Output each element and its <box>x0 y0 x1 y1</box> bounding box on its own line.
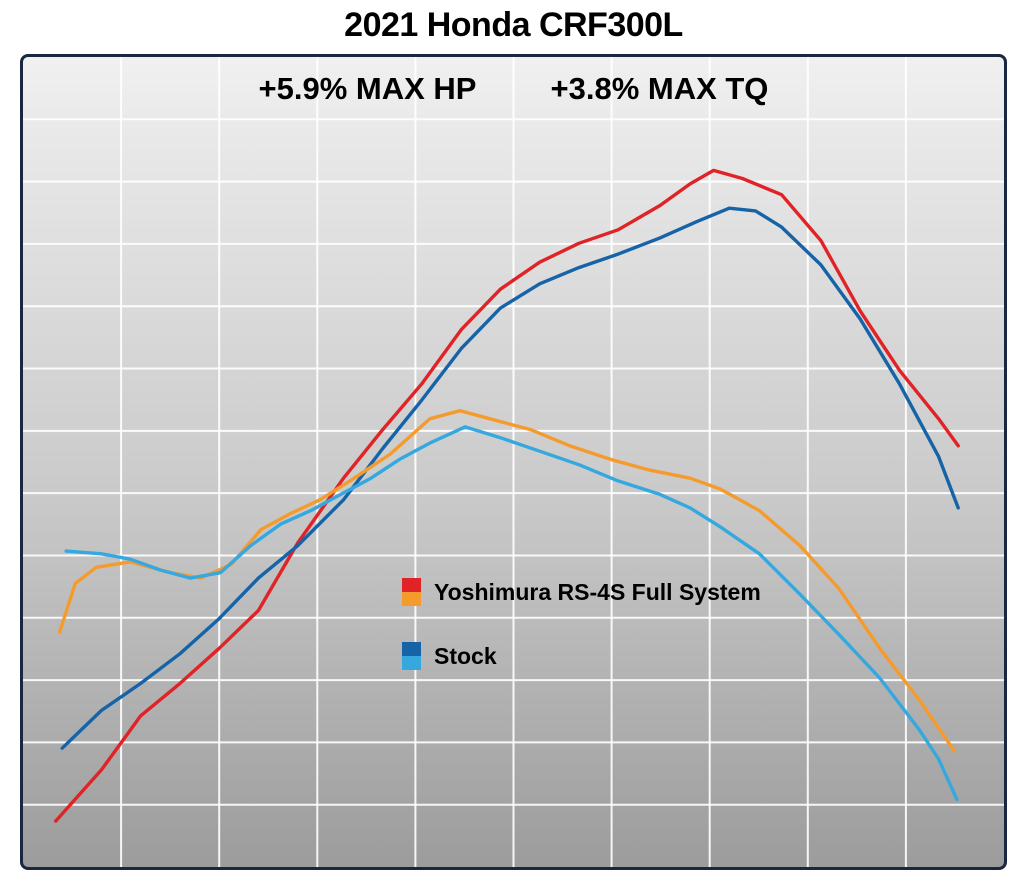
series-line-stock-tq <box>64 425 959 802</box>
hp-gain-annotation: +5.9% MAX HP <box>258 71 477 106</box>
gain-annotations: +5.9% MAX HP +3.8% MAX TQ <box>23 71 1004 107</box>
stock-swatch-icon <box>402 642 421 670</box>
legend: Yoshimura RS-4S Full System Stock <box>402 578 761 670</box>
yoshimura-swatch-icon <box>402 578 421 606</box>
series-line-yoshimura-hp <box>54 168 960 823</box>
tq-gain-annotation: +3.8% MAX TQ <box>550 71 769 106</box>
dyno-chart: +5.9% MAX HP +3.8% MAX TQ Yoshimura RS-4… <box>20 54 1007 870</box>
legend-item-stock: Stock <box>402 642 761 670</box>
dyno-chart-svg <box>23 57 1004 867</box>
page-title: 2021 Honda CRF300L <box>344 6 683 44</box>
legend-label-yoshimura: Yoshimura RS-4S Full System <box>434 578 761 605</box>
legend-item-yoshimura: Yoshimura RS-4S Full System <box>402 578 761 606</box>
grid-lines <box>23 57 1004 867</box>
legend-label-stock: Stock <box>434 642 497 669</box>
series-line-stock-hp <box>60 206 960 750</box>
